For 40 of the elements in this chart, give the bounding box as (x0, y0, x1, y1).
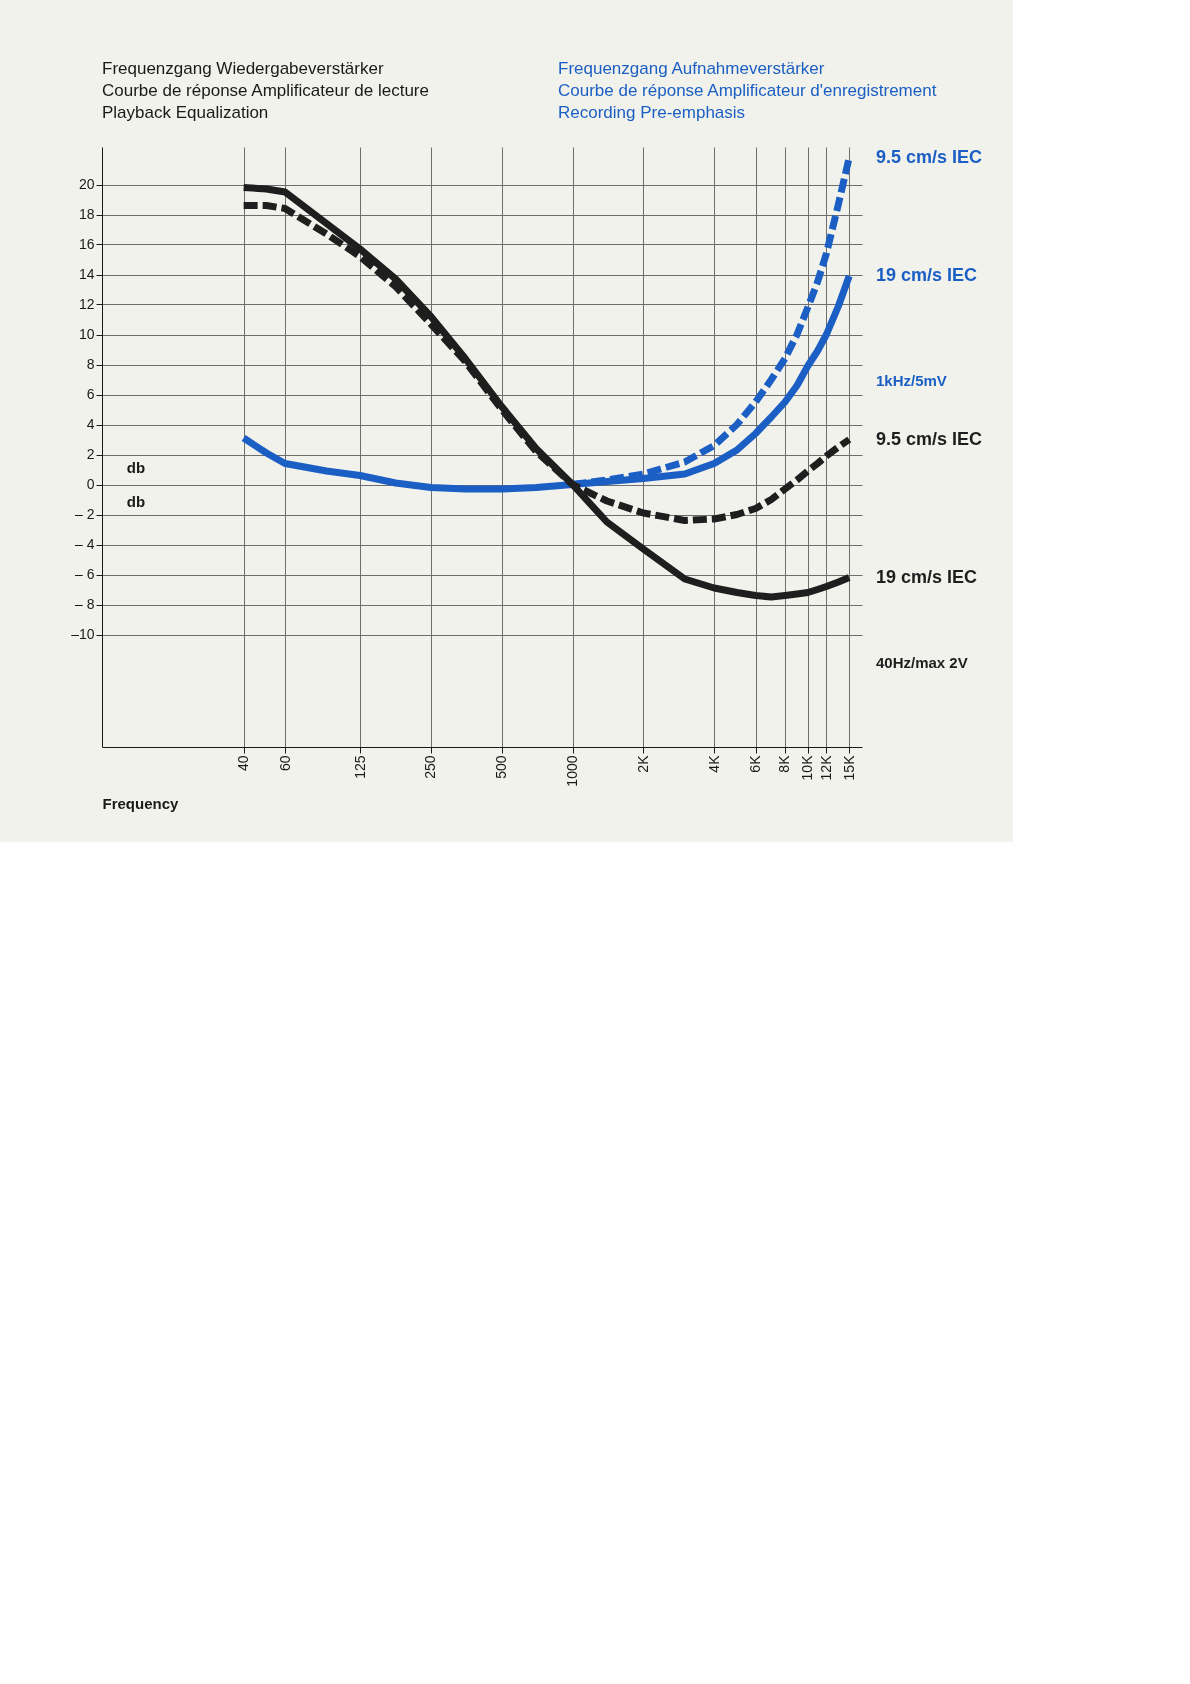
y-tick-label: 10 (78, 326, 95, 342)
y-tick-label: 18 (78, 206, 95, 222)
series-label: 9.5 cm/s IEC (876, 428, 983, 449)
y-tick-label: 6 (86, 386, 95, 402)
y-axis-title: db (126, 458, 146, 476)
x-tick-label: 4K (705, 754, 722, 773)
x-tick-label: 15K (840, 754, 857, 781)
y-tick-label: 8 (86, 356, 95, 372)
y-tick-label: 2 (86, 446, 95, 462)
x-tick-label: 2K (634, 754, 651, 773)
x-tick-label: 6K (747, 754, 764, 773)
chart-title: Frequenzgang Wiedergabeverstärker Courbe de réponse Amplificateur de lecture Playback Equalization (102, 59, 429, 122)
series-label: 19 cm/s IEC (876, 566, 978, 587)
x-tick-label: 60 (276, 755, 293, 772)
series-label: 9.5 cm/s IEC (876, 146, 983, 167)
x-axis-title: Frequency (102, 794, 180, 812)
y-tick-label: –10 (71, 626, 95, 642)
y-tick-label: 4 (86, 416, 95, 432)
text: 40Hz/max 2V (876, 654, 968, 671)
x-tick-label: 40 (235, 755, 252, 772)
y-tick-label: – 4 (75, 536, 95, 552)
y-tick-label: 12 (78, 296, 95, 312)
text: 1kHz/5mV (876, 372, 947, 389)
x-tick-label: 125 (351, 755, 368, 779)
y-tick-label: 14 (78, 266, 95, 282)
x-tick-label: 12K (817, 754, 834, 781)
chart-subtitle: Frequenzgang Aufnahmeverstärker Courbe de réponse Amplificateur d'enregistrement Recording Pre-emphasis (558, 59, 937, 122)
y-tick-label: 20 (78, 176, 95, 192)
x-tick-label: 8K (776, 754, 793, 773)
x-tick-label: 1000 (564, 755, 581, 787)
y-tick-label: 0 (86, 476, 95, 492)
x-tick-label: 250 (422, 755, 439, 779)
y-tick-label: – 2 (75, 506, 95, 522)
x-tick-label: 500 (493, 755, 510, 779)
y-tick-label: 16 (78, 236, 95, 252)
x-tick-label: 10K (799, 754, 816, 781)
y-tick-label: – 8 (75, 596, 95, 612)
text: db (126, 492, 146, 510)
series-label: 19 cm/s IEC (876, 265, 978, 285)
y-tick-label: – 6 (75, 566, 95, 582)
